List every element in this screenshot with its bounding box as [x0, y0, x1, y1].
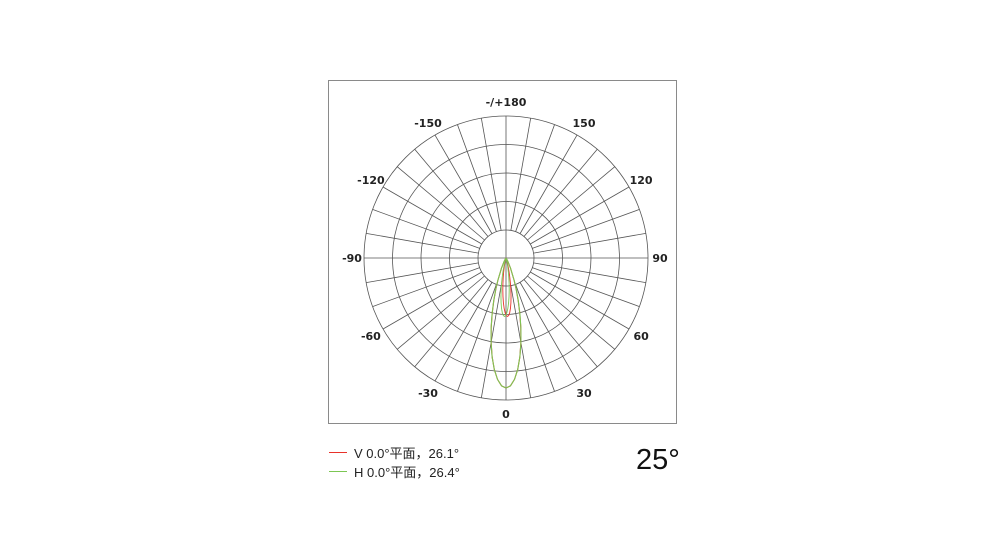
grid-spoke [414, 279, 489, 368]
grid-spoke [523, 279, 598, 368]
angle-label: -90 [342, 252, 362, 265]
angle-label: -150 [414, 117, 442, 130]
grid-spoke [510, 118, 532, 231]
grid-spoke [434, 282, 493, 382]
grid-spoke [382, 271, 482, 330]
grid-spoke [530, 186, 630, 245]
grid-spoke [519, 134, 578, 234]
grid-spoke [523, 148, 598, 237]
series-inner-line-v [502, 257, 512, 318]
grid-spoke [366, 232, 479, 254]
legend-item-v: V 0.0°平面，26.1° [329, 443, 459, 462]
grid-spoke [457, 284, 497, 392]
grid-spoke [533, 232, 646, 254]
grid-spoke [382, 186, 482, 245]
grid-spoke [532, 209, 640, 249]
grid-spoke [396, 166, 485, 241]
grid-spoke [515, 284, 555, 392]
grid-spoke [434, 134, 493, 234]
series-inner-line-h [500, 257, 510, 318]
angle-label: 90 [652, 252, 668, 265]
angle-label: -30 [418, 387, 438, 400]
angle-label: 150 [573, 117, 596, 130]
grid-spoke [530, 271, 630, 330]
angle-label: 60 [633, 330, 649, 343]
grid-spoke [480, 118, 502, 231]
legend-swatch-h [329, 471, 347, 472]
grid-spoke [532, 267, 640, 307]
angle-label: 30 [576, 387, 592, 400]
grid-spoke [515, 124, 555, 232]
grid-spoke [533, 262, 646, 284]
beam-angle: 25° [636, 444, 680, 476]
grid-spoke [519, 282, 578, 382]
grid-spoke [414, 148, 489, 237]
angle-label: -/+180 [486, 96, 527, 109]
legend-label-v: V 0.0°平面，26.1° [354, 446, 460, 461]
grid-spoke [396, 275, 485, 350]
series-line-h [490, 257, 522, 389]
grid-spoke [527, 275, 616, 350]
angle-label: 0 [502, 408, 510, 421]
legend-label-h: H 0.0°平面，26.4° [354, 465, 460, 480]
legend-swatch-v [329, 452, 347, 453]
angle-label: 120 [630, 174, 653, 187]
grid-spoke [372, 209, 480, 249]
grid-spoke [366, 262, 479, 284]
grid-spoke [457, 124, 497, 232]
grid-spoke [372, 267, 480, 307]
grid-spoke [527, 166, 616, 241]
chart-frame [328, 80, 677, 424]
angle-label: -120 [357, 174, 385, 187]
angle-label: -60 [361, 330, 381, 343]
legend-item-h: H 0.0°平面，26.4° [329, 462, 460, 481]
